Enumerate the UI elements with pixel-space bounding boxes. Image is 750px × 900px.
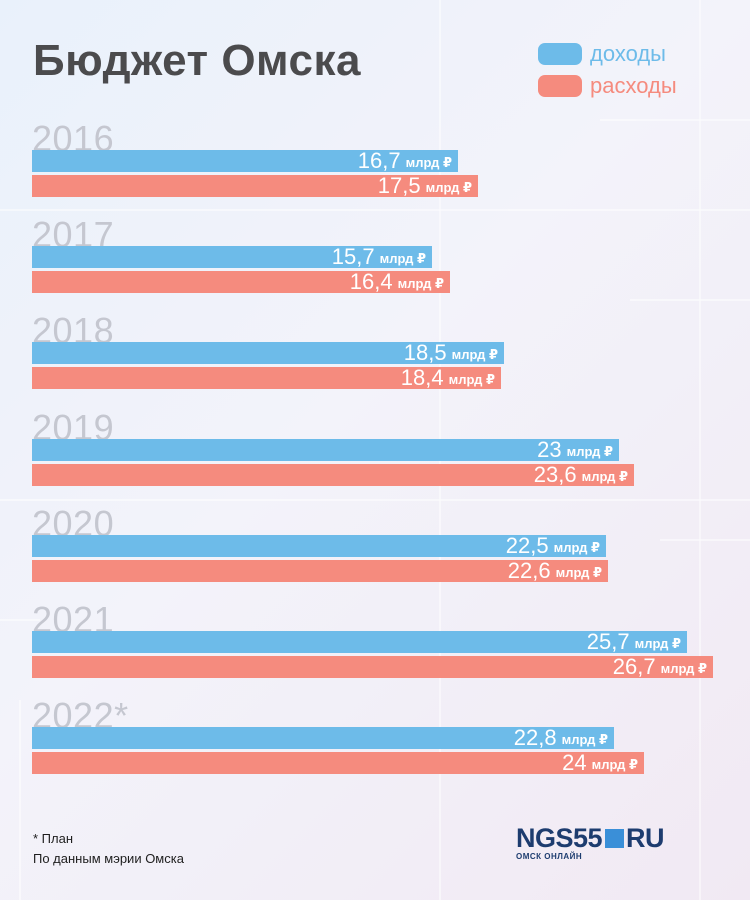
logo-square-icon — [605, 829, 625, 848]
bar-unit-label: млрд ₽ — [555, 564, 602, 580]
legend-swatch-expense — [538, 75, 582, 97]
ngs55-logo: NGS55 RU — [516, 823, 665, 854]
expense-bar-2017: 16,4 млрд ₽ — [32, 269, 450, 295]
bar-value-label: 18,4 — [400, 365, 444, 391]
bar-unit-label: млрд ₽ — [451, 347, 498, 363]
income-bar-2017: 15,7 млрд ₽ — [32, 244, 432, 270]
bar-value-label: 22,5 — [505, 532, 549, 558]
legend-swatch-income — [538, 43, 582, 65]
bar-unit-label: млрд ₽ — [561, 732, 608, 748]
bar-unit-label: млрд ₽ — [581, 468, 628, 484]
income-bar-2018: 18,5 млрд ₽ — [32, 340, 504, 366]
bar-value-label: 17,5 — [377, 173, 421, 198]
bar-value-label: 23 — [537, 436, 562, 462]
legend-label-income: доходы — [590, 41, 666, 66]
bar-value-label: 25,7 — [586, 629, 630, 654]
legend: доходы расходы — [538, 38, 677, 102]
income-bar-2019: 23 млрд ₽ — [32, 436, 619, 462]
legend-item-expense: расходы — [538, 70, 677, 102]
bar-unit-label: млрд ₽ — [553, 539, 600, 555]
bar-unit-label: млрд ₽ — [379, 251, 426, 267]
bar-value-label: 16,7 — [357, 148, 401, 173]
chart-title: Бюджет Омска — [33, 36, 361, 85]
expense-bar-2021: 26,7 млрд ₽ — [32, 654, 713, 679]
legend-label-expense: расходы — [590, 73, 677, 98]
income-bar-2021: 25,7 млрд ₽ — [32, 629, 687, 654]
bar-value-label: 15,7 — [331, 244, 375, 270]
bar-value-label: 23,6 — [533, 461, 577, 487]
bar-unit-label: млрд ₽ — [591, 757, 638, 773]
bar-unit-label: млрд ₽ — [397, 276, 444, 292]
income-bar-2022-plan: 22,8 млрд ₽ — [32, 725, 614, 751]
bar-value-label: 24 — [562, 750, 587, 776]
expense-bar-2020: 22,6 млрд ₽ — [32, 557, 608, 583]
bar-value-label: 22,8 — [513, 725, 557, 751]
bar-unit-label: млрд ₽ — [405, 155, 452, 170]
footnote-plan: * План — [33, 831, 74, 846]
bar-unit-label: млрд ₽ — [566, 443, 613, 459]
expense-bar-2016: 17,5 млрд ₽ — [32, 173, 478, 198]
bar-value-label: 26,7 — [612, 654, 656, 679]
logo-subtitle: ОМСК ОНЛАЙН — [516, 852, 583, 861]
expense-bar-2018: 18,4 млрд ₽ — [32, 365, 501, 391]
income-bar-2016: 16,7 млрд ₽ — [32, 148, 458, 173]
bar-value-label: 18,5 — [403, 340, 447, 366]
bar-unit-label: млрд ₽ — [660, 661, 707, 676]
bar-value-label: 16,4 — [349, 269, 393, 295]
expense-bar-2019: 23,6 млрд ₽ — [32, 461, 634, 487]
bar-unit-label: млрд ₽ — [448, 372, 495, 388]
expense-bar-2022-plan: 24 млрд ₽ — [32, 750, 644, 776]
legend-item-income: доходы — [538, 38, 677, 70]
bar-unit-label: млрд ₽ — [425, 180, 472, 195]
footnote-source: По данным мэрии Омска — [33, 851, 184, 866]
income-bar-2020: 22,5 млрд ₽ — [32, 532, 606, 558]
bar-value-label: 22,6 — [507, 557, 551, 583]
logo-main: NGS55 — [516, 823, 603, 853]
logo-suffix: RU — [626, 823, 665, 853]
bar-unit-label: млрд ₽ — [634, 636, 681, 651]
